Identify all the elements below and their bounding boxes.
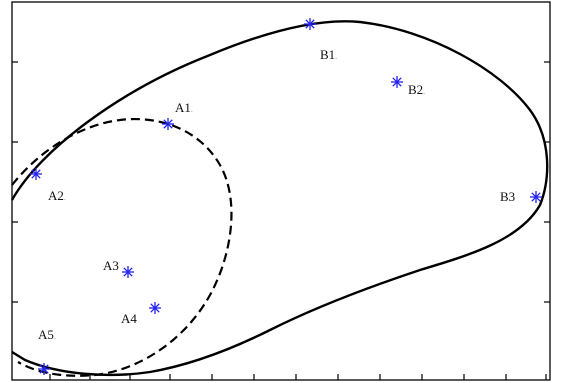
marker-b2 [391, 76, 403, 88]
cluster-b-boundary [10, 20, 549, 377]
marker-b3 [530, 191, 542, 203]
marker-a2 [30, 168, 42, 180]
label-b3: B3 [500, 189, 515, 204]
label-b2: B2. [408, 82, 425, 97]
plot-frame [11, 1, 551, 381]
marker-a5 [38, 363, 50, 375]
label-a2: A2. [48, 188, 66, 203]
point-markers [30, 18, 542, 375]
marker-a3 [122, 266, 134, 278]
marker-a1 [162, 118, 174, 130]
tick-marks [12, 61, 550, 380]
marker-a4 [149, 302, 161, 314]
cluster-a-boundary [11, 118, 233, 377]
label-b1: B1. [320, 47, 337, 62]
label-a4: A4 [121, 311, 137, 326]
marker-b1 [304, 18, 316, 30]
label-a1: A1. [175, 100, 193, 115]
label-a5: A5. [38, 327, 56, 342]
point-labels: A1. A2. A3 A4 A5. B1. B2. B3 [38, 47, 515, 342]
label-a3: A3 [103, 258, 119, 273]
